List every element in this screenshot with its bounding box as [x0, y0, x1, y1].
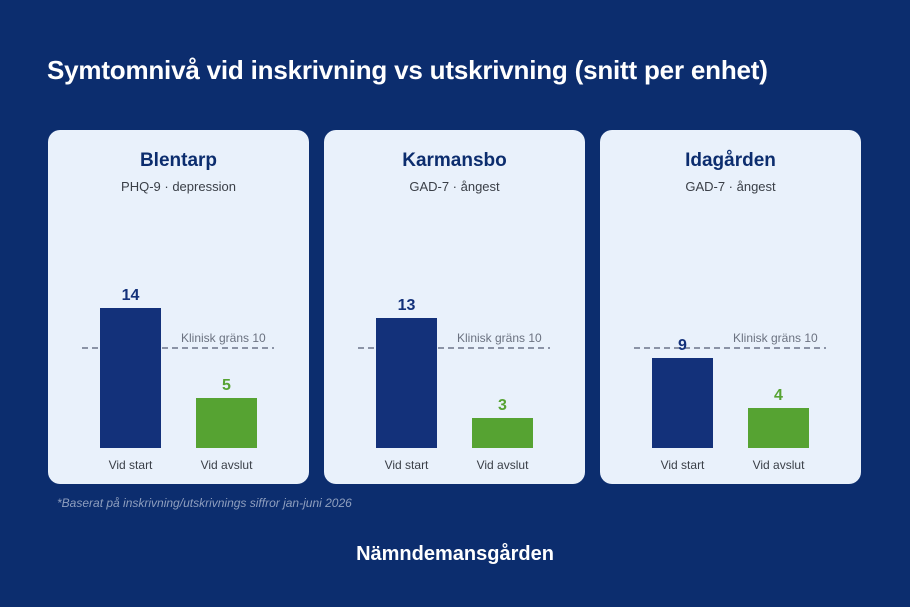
bar-chart-blentarp: Klinisk gräns 10 14 Vid start 5 Vid avslut	[82, 287, 274, 472]
bar-start	[376, 318, 437, 448]
panel-subtitle: PHQ-9 · depression	[121, 179, 236, 194]
data-label: 3	[498, 397, 507, 414]
category-label: Vid avslut	[753, 458, 805, 472]
category-label: Vid avslut	[477, 458, 529, 472]
panel-title: Karmansbo	[402, 150, 507, 171]
brand-name: Nämndemansgården	[356, 543, 554, 565]
panel-idagarden: Idagården GAD-7 · ångest Klinisk gräns 1…	[600, 130, 861, 484]
bar-end	[748, 408, 809, 448]
threshold-label: Klinisk gräns 10	[733, 331, 818, 345]
panel-karmansbo: Karmansbo GAD-7 · ångest Klinisk gräns 1…	[324, 130, 585, 484]
category-label: Vid start	[385, 458, 429, 472]
category-label: Vid start	[661, 458, 705, 472]
panel-title: Blentarp	[139, 150, 218, 171]
footnote: *Baserat på inskrivning/utskrivnings sif…	[57, 496, 352, 510]
category-label: Vid start	[109, 458, 153, 472]
data-label: 14	[122, 287, 140, 304]
data-label: 5	[222, 377, 231, 394]
chart-title: Symtomnivå vid inskrivning vs utskrivnin…	[47, 55, 768, 85]
panel-blentarp: Blentarp PHQ-9 · depression Klinisk grän…	[48, 130, 309, 484]
threshold-label: Klinisk gräns 10	[181, 331, 266, 345]
panel-subtitle: GAD-7 · ångest	[409, 179, 500, 194]
bar-start	[652, 358, 713, 448]
category-label: Vid avslut	[201, 458, 253, 472]
bar-chart-idagarden: Klinisk gräns 10 9 Vid start 4 Vid avslut	[634, 331, 826, 472]
panel-title: Idagården	[685, 150, 776, 171]
threshold-label: Klinisk gräns 10	[457, 331, 542, 345]
bar-chart-karmansbo: Klinisk gräns 10 13 Vid start 3 Vid avslut	[358, 297, 550, 472]
bar-start	[100, 308, 161, 448]
bar-end	[196, 398, 257, 448]
data-label: 9	[678, 337, 687, 354]
data-label: 13	[398, 297, 416, 314]
bar-end	[472, 418, 533, 448]
data-label: 4	[774, 387, 783, 404]
panel-subtitle: GAD-7 · ångest	[685, 179, 776, 194]
